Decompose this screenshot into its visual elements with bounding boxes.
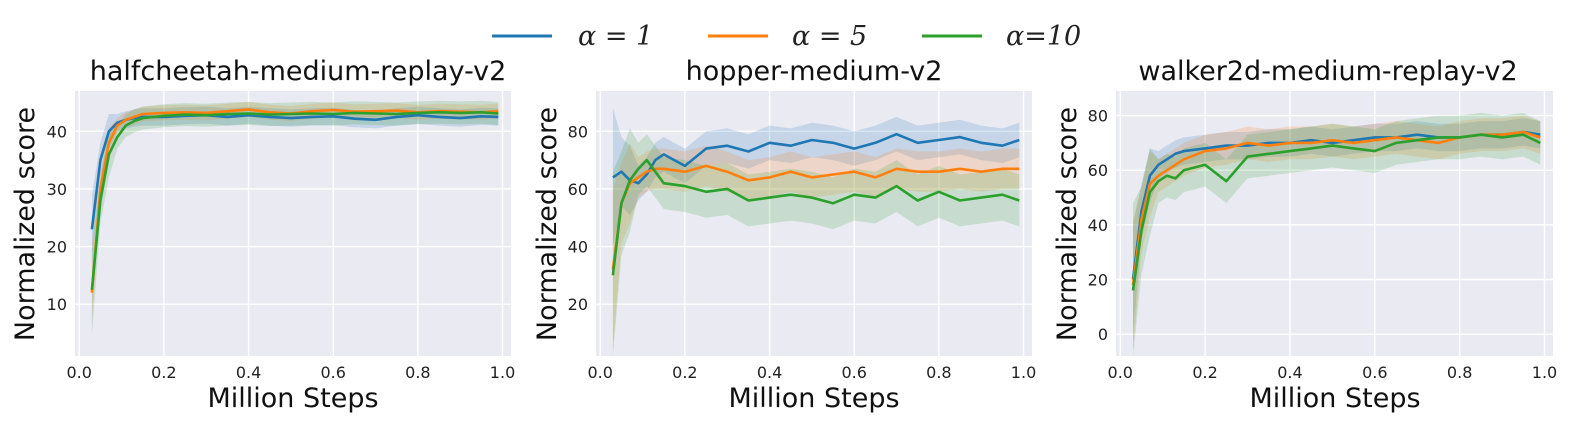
confidence-band	[91, 100, 499, 336]
y-tick-label: 30	[47, 180, 67, 199]
x-tick-label: 0.6	[841, 363, 866, 382]
x-tick-label: 0.8	[1447, 363, 1472, 382]
plot-area: 0.0 0.2 0.4 0.6 0.8 1.0 20 40 60 80	[568, 91, 1036, 382]
y-tick-label: 20	[1088, 271, 1108, 290]
x-tick-label: 1.0	[1011, 363, 1036, 382]
series-line	[611, 158, 1020, 276]
x-tick-label: 0.6	[320, 363, 345, 382]
series-line	[90, 111, 499, 290]
y-tick-label: 20	[47, 238, 67, 257]
x-tick-label: 0.4	[1277, 363, 1302, 382]
x-tick-label: 0.8	[926, 363, 951, 382]
confidence-band	[91, 101, 499, 323]
x-tick-label: 1.0	[1532, 363, 1557, 382]
y-tick-label: 60	[1088, 161, 1108, 180]
y-tick-label: 10	[47, 295, 67, 314]
confidence-band	[1133, 112, 1541, 357]
legend-label-alpha-10: α=10	[1006, 21, 1081, 52]
x-tick-label: 0.8	[405, 363, 430, 382]
y-tick-label: 60	[568, 180, 588, 199]
confidence-band	[1133, 118, 1541, 335]
y-tick-label: 80	[568, 122, 588, 141]
x-axis-label: Million Steps	[207, 383, 378, 414]
x-tick-label: 1.0	[490, 363, 515, 382]
confidence-band	[612, 128, 1020, 356]
panel-hopper: 0.0 0.2 0.4 0.6 0.8 1.0 20 40 60 80 hopper-medium…	[532, 56, 1036, 414]
x-tick-label: 0.2	[672, 363, 697, 382]
y-axis-label: Normalized score	[532, 107, 563, 341]
y-tick-label: 20	[568, 295, 588, 314]
y-tick-label: 40	[1088, 216, 1108, 235]
y-tick-label: 80	[1088, 107, 1108, 126]
x-tick-label: 0.4	[757, 363, 782, 382]
y-tick-label: 40	[47, 122, 67, 141]
x-tick-label: 0.2	[151, 363, 176, 382]
panel-title: halfcheetah-medium-replay-v2	[90, 56, 507, 87]
plot-area: 0.0 0.2 0.4 0.6 0.8 1.0 10 20 30 40	[47, 91, 515, 382]
y-axis-label: Normalized score	[1052, 107, 1083, 341]
x-tick-label: 0.0	[1108, 363, 1133, 382]
panel-halfcheetah: 0.0 0.2 0.4 0.6 0.8 1.0 10 20 30 40 halfcheetah-m…	[10, 56, 515, 414]
series-line	[1131, 133, 1541, 291]
legend-label-alpha-5: α = 5	[792, 21, 867, 52]
panel-title: hopper-medium-v2	[686, 56, 943, 87]
x-axis-label: Million Steps	[728, 383, 899, 414]
x-tick-label: 0.0	[588, 363, 613, 382]
y-axis-label: Normalized score	[10, 107, 41, 341]
confidence-band	[1133, 115, 1541, 351]
x-tick-label: 0.0	[67, 363, 92, 382]
panel-walker2d: 0.0 0.2 0.4 0.6 0.8 1.0 0 20 40 60 80 walker2d-med…	[1052, 56, 1557, 414]
x-tick-label: 0.6	[1362, 363, 1387, 382]
series-line	[612, 132, 1020, 185]
x-axis-label: Million Steps	[1249, 383, 1420, 414]
plot-background	[75, 91, 511, 356]
x-tick-label: 0.4	[236, 363, 261, 382]
y-tick-label: 40	[568, 238, 588, 257]
series-line	[611, 164, 1020, 270]
plot-background	[596, 91, 1032, 356]
panel-title: walker2d-medium-replay-v2	[1138, 56, 1517, 87]
x-tick-label: 0.2	[1192, 363, 1217, 382]
legend: α = 1 α = 5 α=10	[492, 21, 1081, 52]
plot-area: 0.0 0.2 0.4 0.6 0.8 1.0 0 20 40 60 80	[1088, 91, 1557, 382]
legend-label-alpha-1: α = 1	[578, 21, 653, 52]
y-tick-label: 0	[1098, 325, 1108, 344]
